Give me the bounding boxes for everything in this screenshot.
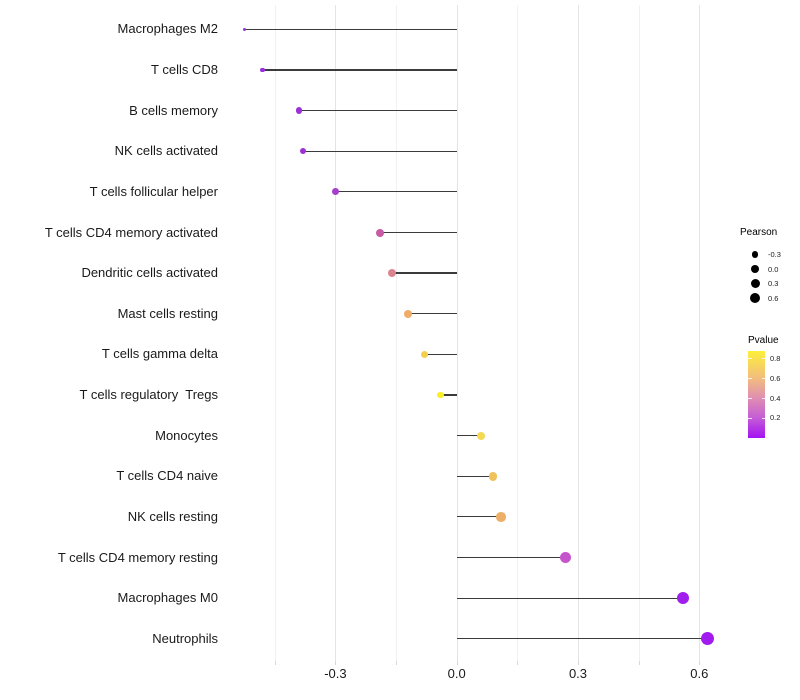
y-axis-label: NK cells resting xyxy=(127,508,218,524)
lollipop-dot xyxy=(375,228,384,237)
y-axis-label: T cells CD8 xyxy=(151,61,218,77)
lollipop-stem xyxy=(456,556,566,559)
pvalue-legend-tick xyxy=(748,358,752,360)
plot-panel xyxy=(222,5,730,661)
y-axis-label: T cells CD4 naive xyxy=(116,468,218,484)
gridline-major-3 xyxy=(699,5,701,661)
lollipop-stem xyxy=(392,272,457,274)
pvalue-legend-tick xyxy=(761,358,765,360)
pearson-legend-label: -0.3 xyxy=(768,249,781,259)
y-axis-label: T cells CD4 memory activated xyxy=(44,224,218,240)
y-axis-label: Dendritic cells activated xyxy=(81,265,218,281)
lollipop-stem xyxy=(456,597,684,599)
pearson-legend-dot xyxy=(750,293,760,304)
pvalue-legend-title: Pvalue xyxy=(748,335,779,346)
lollipop-dot xyxy=(488,472,498,481)
lollipop-stem xyxy=(456,638,708,640)
x-axis-tick-3 xyxy=(638,661,640,665)
lollipop-stem xyxy=(379,231,457,234)
lollipop-stem xyxy=(440,394,457,396)
pvalue-legend-label: 0.6 xyxy=(770,373,781,383)
pvalue-legend-tick xyxy=(748,378,752,380)
pearson-legend-dot xyxy=(751,265,759,273)
lollipop-stem xyxy=(335,191,457,193)
lollipop-stem xyxy=(244,28,457,30)
gridline-major-1 xyxy=(456,5,458,661)
y-axis-label: Neutrophils xyxy=(152,630,218,646)
x-axis-tick-7 xyxy=(699,661,701,665)
y-axis-label: T cells regulatory Tregs xyxy=(79,387,218,402)
lollipop-dot xyxy=(299,147,307,155)
pearson-legend-title: Pearson xyxy=(740,227,778,238)
gridline-minor-2 xyxy=(517,5,519,661)
lollipop-stem xyxy=(299,109,457,112)
lollipop-dot xyxy=(403,309,413,318)
pearson-legend-dot xyxy=(751,251,759,258)
gridline-minor-0 xyxy=(274,5,276,661)
pvalue-gradient-bar xyxy=(748,351,765,438)
lollipop-dot xyxy=(331,188,339,196)
x-axis-tick-4 xyxy=(335,661,337,665)
x-axis-tick-2 xyxy=(517,661,519,665)
lollipop-dot xyxy=(295,107,303,114)
x-tick-label: 0.3 xyxy=(568,666,588,681)
lollipop-stem xyxy=(262,69,457,71)
pvalue-legend-label: 0.2 xyxy=(770,413,781,423)
pvalue-legend-tick xyxy=(761,378,765,380)
pvalue-legend-tick xyxy=(748,417,752,419)
lollipop-dot xyxy=(260,67,265,73)
pearson-legend-dot xyxy=(750,279,760,289)
lollipop-dot xyxy=(420,350,429,359)
lollipop-dot xyxy=(437,391,444,399)
pearson-legend-label: 0.6 xyxy=(768,293,779,303)
lollipop-stem xyxy=(424,353,457,355)
pvalue-legend-label: 0.4 xyxy=(770,393,781,403)
gridline-minor-1 xyxy=(396,5,398,661)
y-axis-label: Monocytes xyxy=(155,427,218,443)
lollipop-stem xyxy=(408,313,457,315)
y-axis-label: T cells follicular helper xyxy=(89,183,218,199)
y-axis-label: B cells memory xyxy=(129,102,218,118)
x-tick-label: -0.3 xyxy=(324,666,347,681)
y-axis-label: T cells gamma delta xyxy=(101,346,218,362)
pvalue-legend-tick xyxy=(748,398,752,400)
y-axis-label: T cells CD4 memory resting xyxy=(57,549,218,565)
pvalue-legend-tick xyxy=(761,398,765,400)
lollipop-dot xyxy=(700,632,714,646)
pearson-legend-label: 0.3 xyxy=(768,279,779,289)
lollipop-dot xyxy=(388,269,396,278)
x-tick-label: 0.0 xyxy=(447,666,466,681)
x-axis-tick-6 xyxy=(578,661,579,665)
lollipop-stem xyxy=(456,435,481,437)
gridline-major-0 xyxy=(335,5,337,661)
gridline-minor-3 xyxy=(638,5,640,661)
lollipop-dot xyxy=(676,591,690,605)
x-tick-label: 0.6 xyxy=(690,666,709,681)
lollipop-stem xyxy=(456,475,494,477)
lollipop-dot xyxy=(560,552,572,563)
lollipop-dot xyxy=(242,27,246,31)
pearson-legend-label: 0.0 xyxy=(768,264,779,274)
gridline-major-2 xyxy=(578,5,579,661)
lollipop-dot xyxy=(496,512,506,522)
pvalue-legend-tick xyxy=(761,417,765,419)
x-axis-tick-1 xyxy=(396,661,398,665)
lollipop-dot xyxy=(477,431,485,440)
x-axis-tick-5 xyxy=(456,661,458,665)
lollipop-stem xyxy=(303,150,457,152)
lollipop-stem xyxy=(456,516,502,518)
y-axis-label: NK cells activated xyxy=(114,143,218,159)
y-axis-label: Mast cells resting xyxy=(117,305,218,321)
pvalue-legend-label: 0.8 xyxy=(770,353,781,363)
y-axis-label: Macrophages M0 xyxy=(117,590,218,606)
y-axis-label: Macrophages M2 xyxy=(117,21,218,37)
x-axis-tick-0 xyxy=(274,661,276,665)
